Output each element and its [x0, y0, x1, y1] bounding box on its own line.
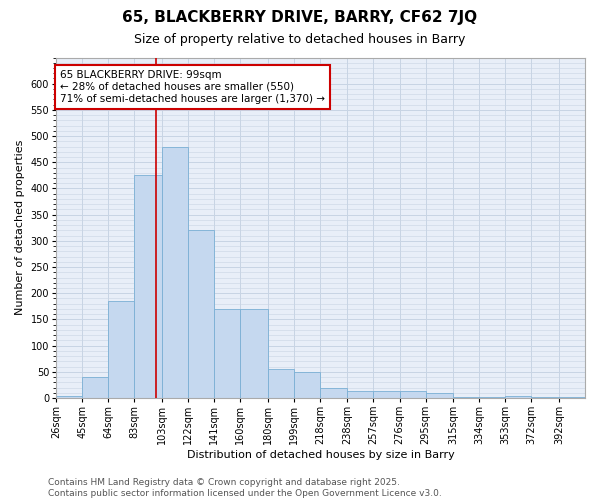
Bar	[109, 301, 134, 398]
Bar	[320, 388, 347, 398]
Bar	[82, 377, 109, 398]
Text: Size of property relative to detached houses in Barry: Size of property relative to detached ho…	[134, 32, 466, 46]
Bar	[373, 390, 400, 398]
Bar	[505, 396, 532, 398]
Bar	[425, 393, 453, 398]
Bar	[240, 309, 268, 398]
Bar	[214, 309, 240, 398]
Bar	[268, 369, 294, 398]
Bar	[162, 146, 188, 398]
Bar	[294, 372, 320, 398]
Bar	[453, 397, 479, 398]
Bar	[400, 390, 425, 398]
Bar	[134, 176, 162, 398]
X-axis label: Distribution of detached houses by size in Barry: Distribution of detached houses by size …	[187, 450, 454, 460]
Bar	[559, 397, 585, 398]
Text: Contains HM Land Registry data © Crown copyright and database right 2025.
Contai: Contains HM Land Registry data © Crown c…	[48, 478, 442, 498]
Bar	[188, 230, 214, 398]
Bar	[56, 396, 82, 398]
Text: 65 BLACKBERRY DRIVE: 99sqm
← 28% of detached houses are smaller (550)
71% of sem: 65 BLACKBERRY DRIVE: 99sqm ← 28% of deta…	[60, 70, 325, 104]
Y-axis label: Number of detached properties: Number of detached properties	[15, 140, 25, 316]
Bar	[347, 391, 373, 398]
Text: 65, BLACKBERRY DRIVE, BARRY, CF62 7JQ: 65, BLACKBERRY DRIVE, BARRY, CF62 7JQ	[122, 10, 478, 25]
